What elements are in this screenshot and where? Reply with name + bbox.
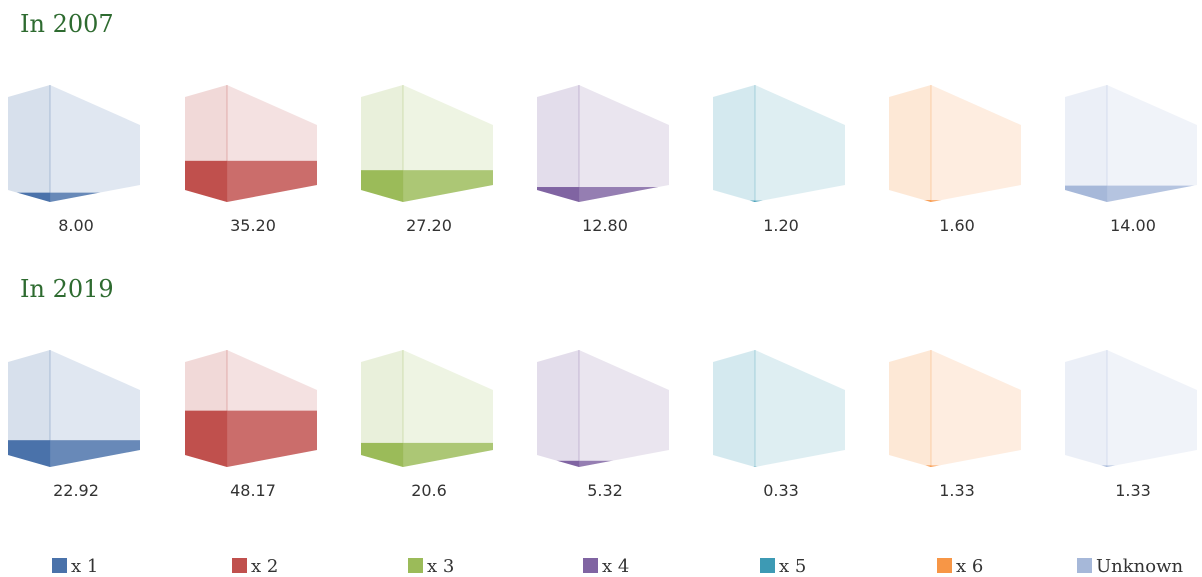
box-left-face <box>8 350 50 467</box>
legend-label: x 6 <box>956 556 983 577</box>
box-left-face <box>537 350 579 467</box>
value-label: 27.20 <box>406 216 452 235</box>
box-fill <box>8 192 140 202</box>
legend-swatch <box>937 558 952 573</box>
legend-label: x 4 <box>602 556 629 577</box>
box-fill <box>185 410 317 467</box>
box-right-face <box>755 350 845 467</box>
box-right-face <box>1107 85 1197 202</box>
box <box>889 85 1021 202</box>
box <box>185 85 317 202</box>
box-left-face <box>537 85 579 202</box>
fill-face <box>889 200 931 202</box>
value-label: 35.20 <box>230 216 276 235</box>
chart-title: In 2007 <box>20 10 114 38</box>
value-label: 1.33 <box>939 481 975 500</box>
fill-face <box>1065 465 1107 467</box>
box-left-face <box>889 85 931 202</box>
fill-face <box>755 200 845 202</box>
box-left-face <box>713 85 755 202</box>
value-label: 8.00 <box>58 216 94 235</box>
box <box>361 350 493 467</box>
box-right-face <box>755 85 845 202</box>
box-left-face <box>1065 350 1107 467</box>
box <box>537 85 669 202</box>
box-fill <box>1065 185 1197 202</box>
box <box>713 85 845 202</box>
value-label: 20.6 <box>411 481 447 500</box>
value-label: 1.60 <box>939 216 975 235</box>
box-left-face <box>361 350 403 467</box>
box <box>889 350 1021 467</box>
box <box>537 350 669 467</box>
box <box>1065 350 1197 467</box>
fill-face <box>1107 465 1197 467</box>
fill-face <box>931 200 1021 202</box>
box-left-face <box>889 350 931 467</box>
box <box>361 85 493 202</box>
legend-swatch <box>52 558 67 573</box>
box-right-face <box>403 350 493 467</box>
box-fill <box>889 465 1021 467</box>
box-fill <box>713 466 845 467</box>
legend-label: x 3 <box>427 556 454 577</box>
fill-face <box>579 460 669 467</box>
box-right-face <box>50 350 140 467</box>
box-left-face <box>713 350 755 467</box>
fill-face <box>713 466 755 467</box>
box-fill <box>185 160 317 202</box>
box-fill <box>361 170 493 202</box>
legend-swatch <box>232 558 247 573</box>
legend-swatch <box>408 558 423 573</box>
legend-swatch <box>583 558 598 573</box>
box-left-face <box>1065 85 1107 202</box>
value-label: 12.80 <box>582 216 628 235</box>
value-label: 22.92 <box>53 481 99 500</box>
legend-label: x 2 <box>251 556 278 577</box>
value-label: 14.00 <box>1110 216 1156 235</box>
box <box>713 350 845 467</box>
box <box>8 85 140 202</box>
legend-label: x 1 <box>71 556 98 577</box>
fill-face <box>889 465 931 467</box>
value-label: 0.33 <box>763 481 799 500</box>
legend-label: x 5 <box>779 556 806 577</box>
chart-title: In 2019 <box>20 275 114 303</box>
fill-face <box>931 465 1021 467</box>
box-right-face <box>931 85 1021 202</box>
box-fill <box>1065 465 1197 467</box>
box-fill <box>537 460 669 467</box>
legend-swatch <box>1077 558 1092 573</box>
box-left-face <box>8 85 50 202</box>
fill-face <box>755 466 845 467</box>
value-label: 1.33 <box>1115 481 1151 500</box>
box-right-face <box>1107 350 1197 467</box>
box <box>8 350 140 467</box>
box-right-face <box>579 350 669 467</box>
box-right-face <box>579 85 669 202</box>
box-fill <box>361 442 493 467</box>
value-label: 5.32 <box>587 481 623 500</box>
box-fill <box>713 200 845 202</box>
fill-face <box>713 200 755 202</box>
box-right-face <box>931 350 1021 467</box>
box-fill <box>8 440 140 467</box>
box <box>1065 85 1197 202</box>
legend-swatch <box>760 558 775 573</box>
legend-label: Unknown <box>1096 556 1184 577</box>
box-right-face <box>50 85 140 202</box>
value-label: 48.17 <box>230 481 276 500</box>
box <box>185 350 317 467</box>
box-fill <box>889 200 1021 202</box>
box-fill <box>537 187 669 202</box>
value-label: 1.20 <box>763 216 799 235</box>
